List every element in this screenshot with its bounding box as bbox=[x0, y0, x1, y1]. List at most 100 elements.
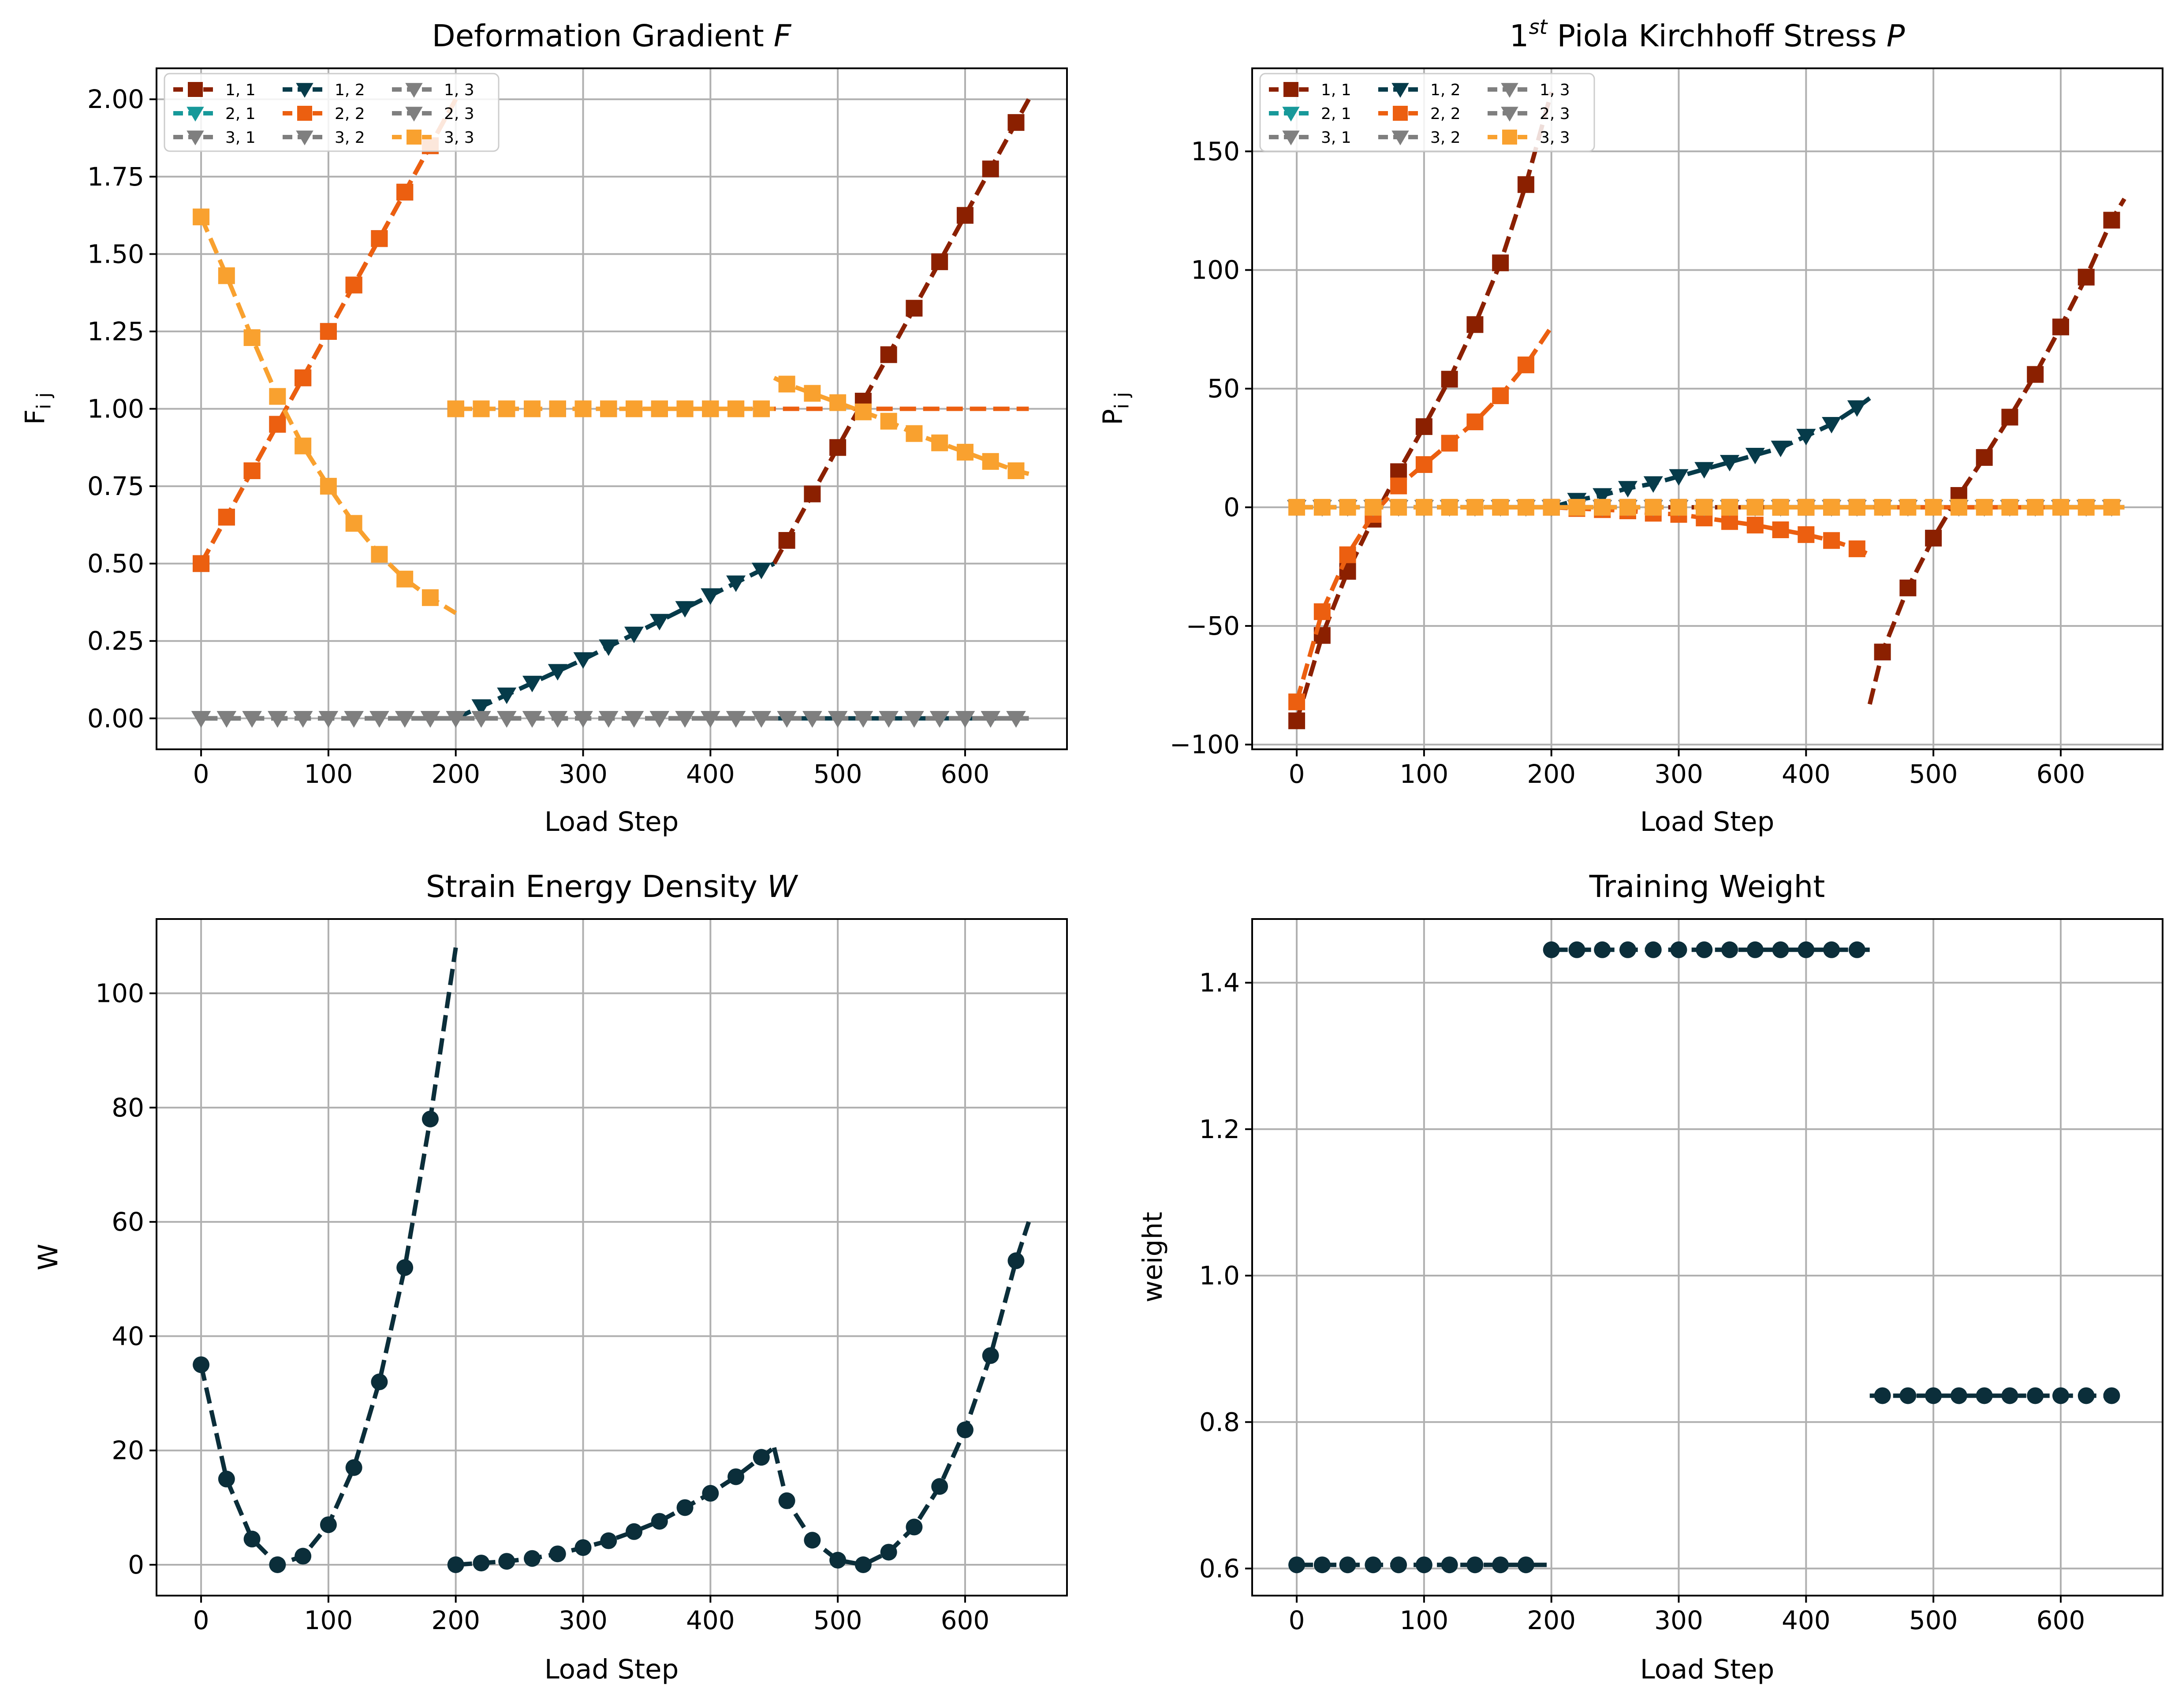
x-tick-label: 0 bbox=[193, 759, 209, 789]
data-point bbox=[649, 614, 669, 631]
data-point bbox=[727, 400, 745, 417]
data-point bbox=[701, 711, 720, 728]
data-point bbox=[981, 711, 1000, 728]
legend-label: 1, 1 bbox=[1321, 81, 1351, 99]
x-tick-label: 500 bbox=[813, 1605, 862, 1635]
data-point bbox=[1746, 499, 1764, 516]
x-tick-label: 100 bbox=[1400, 759, 1449, 789]
data-point bbox=[1415, 418, 1432, 435]
data-point bbox=[344, 711, 364, 728]
x-tick-label: 400 bbox=[1782, 1605, 1831, 1635]
data-point bbox=[802, 711, 822, 728]
data-point bbox=[1745, 447, 1765, 465]
x-tick-label: 500 bbox=[1909, 1605, 1958, 1635]
data-point bbox=[295, 1548, 312, 1565]
data-point bbox=[421, 589, 439, 606]
data-point bbox=[676, 400, 694, 417]
x-axis-label: Load Step bbox=[545, 1654, 679, 1685]
data-point bbox=[218, 509, 235, 526]
data-point bbox=[600, 1532, 617, 1549]
y-axis-label: Pi j bbox=[1097, 392, 1133, 425]
data-point bbox=[1441, 499, 1458, 516]
chart-deformation-gradient: Deformation Gradient F Load Step Fi j 0 1… bbox=[19, 19, 1068, 837]
data-point bbox=[1313, 1556, 1331, 1574]
data-point bbox=[751, 711, 771, 728]
legend: 1, 1 2, 1 3, 1 1, 2 2, 2 3, 2 1, 3 2, 3 3, 3 bbox=[164, 73, 500, 152]
legend-marker bbox=[296, 130, 313, 145]
data-point bbox=[854, 1556, 872, 1573]
legend-label: 3, 2 bbox=[1430, 129, 1461, 147]
data-point bbox=[726, 711, 746, 728]
y-tick-label: 0.00 bbox=[87, 703, 144, 733]
data-point bbox=[829, 394, 847, 411]
data-point bbox=[574, 400, 592, 417]
data-point bbox=[1823, 532, 1840, 549]
series-line bbox=[1294, 91, 1554, 722]
y-tick-label: −100 bbox=[1170, 729, 1240, 759]
legend-item: 1, 2 bbox=[283, 81, 365, 99]
legend-item: 2, 2 bbox=[1378, 105, 1461, 123]
legend-label: 3, 3 bbox=[444, 129, 474, 147]
data-point bbox=[1899, 579, 1917, 596]
data-point bbox=[1746, 941, 1764, 958]
y-tick-label: 0.25 bbox=[87, 626, 144, 656]
legend-label: 3, 1 bbox=[1321, 129, 1351, 147]
data-point bbox=[1796, 428, 1816, 446]
data-point bbox=[396, 570, 414, 588]
data-point bbox=[548, 664, 567, 681]
data-point bbox=[1746, 517, 1764, 534]
y-tick-label: 150 bbox=[1191, 136, 1240, 166]
data-point bbox=[1874, 1387, 1891, 1404]
data-point bbox=[1313, 499, 1331, 516]
data-point bbox=[574, 1539, 592, 1556]
data-point bbox=[1670, 941, 1687, 958]
data-point bbox=[243, 1530, 261, 1548]
data-point bbox=[1007, 1252, 1025, 1269]
data-point bbox=[804, 485, 821, 502]
data-point bbox=[599, 639, 619, 656]
data-point bbox=[1696, 941, 1713, 958]
series-2-3 bbox=[191, 711, 1029, 728]
data-point bbox=[1976, 1387, 1993, 1404]
data-point bbox=[421, 1110, 439, 1128]
x-tick-label: 600 bbox=[941, 759, 990, 789]
data-point bbox=[269, 416, 286, 433]
data-point bbox=[2078, 499, 2095, 516]
chart-piola-kirchhoff-stress: 1st Piola Kirchhoff Stress P Load Step P… bbox=[1097, 15, 2163, 837]
data-point bbox=[1721, 513, 1738, 530]
plot-frame bbox=[156, 918, 1068, 1596]
legend-item: 3, 1 bbox=[173, 129, 256, 147]
x-tick-label: 600 bbox=[2037, 1605, 2085, 1635]
x-tick-label: 200 bbox=[431, 1605, 480, 1635]
legend-label: 2, 1 bbox=[225, 105, 256, 123]
data-point bbox=[243, 462, 261, 479]
data-point bbox=[880, 346, 897, 363]
data-point bbox=[1976, 499, 1993, 516]
data-point bbox=[1694, 462, 1714, 479]
legend-label: 1, 1 bbox=[225, 81, 256, 99]
data-point bbox=[345, 276, 362, 294]
data-point bbox=[1517, 176, 1534, 193]
data-point bbox=[523, 400, 541, 417]
data-point bbox=[447, 1556, 464, 1573]
data-point bbox=[191, 711, 211, 728]
legend-item: 2, 1 bbox=[1269, 105, 1351, 123]
data-point bbox=[1721, 941, 1738, 958]
data-point bbox=[1772, 521, 1789, 539]
data-point bbox=[804, 385, 821, 402]
data-point bbox=[573, 711, 593, 728]
data-point bbox=[982, 160, 999, 178]
data-point bbox=[880, 413, 897, 430]
legend-marker bbox=[188, 82, 203, 97]
data-point bbox=[1492, 499, 1509, 516]
y-tick-label: 0 bbox=[1223, 492, 1240, 522]
data-point bbox=[369, 711, 389, 728]
data-point bbox=[522, 676, 542, 692]
data-point bbox=[1365, 499, 1382, 516]
data-point bbox=[624, 626, 644, 644]
data-point bbox=[956, 1421, 974, 1439]
data-point bbox=[778, 376, 795, 393]
y-tick-label: 1.50 bbox=[87, 239, 144, 269]
data-point bbox=[345, 515, 362, 532]
